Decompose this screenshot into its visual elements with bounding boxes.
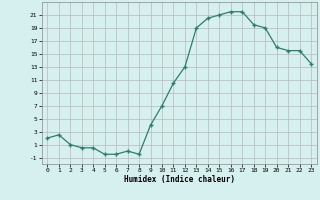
X-axis label: Humidex (Indice chaleur): Humidex (Indice chaleur) <box>124 175 235 184</box>
